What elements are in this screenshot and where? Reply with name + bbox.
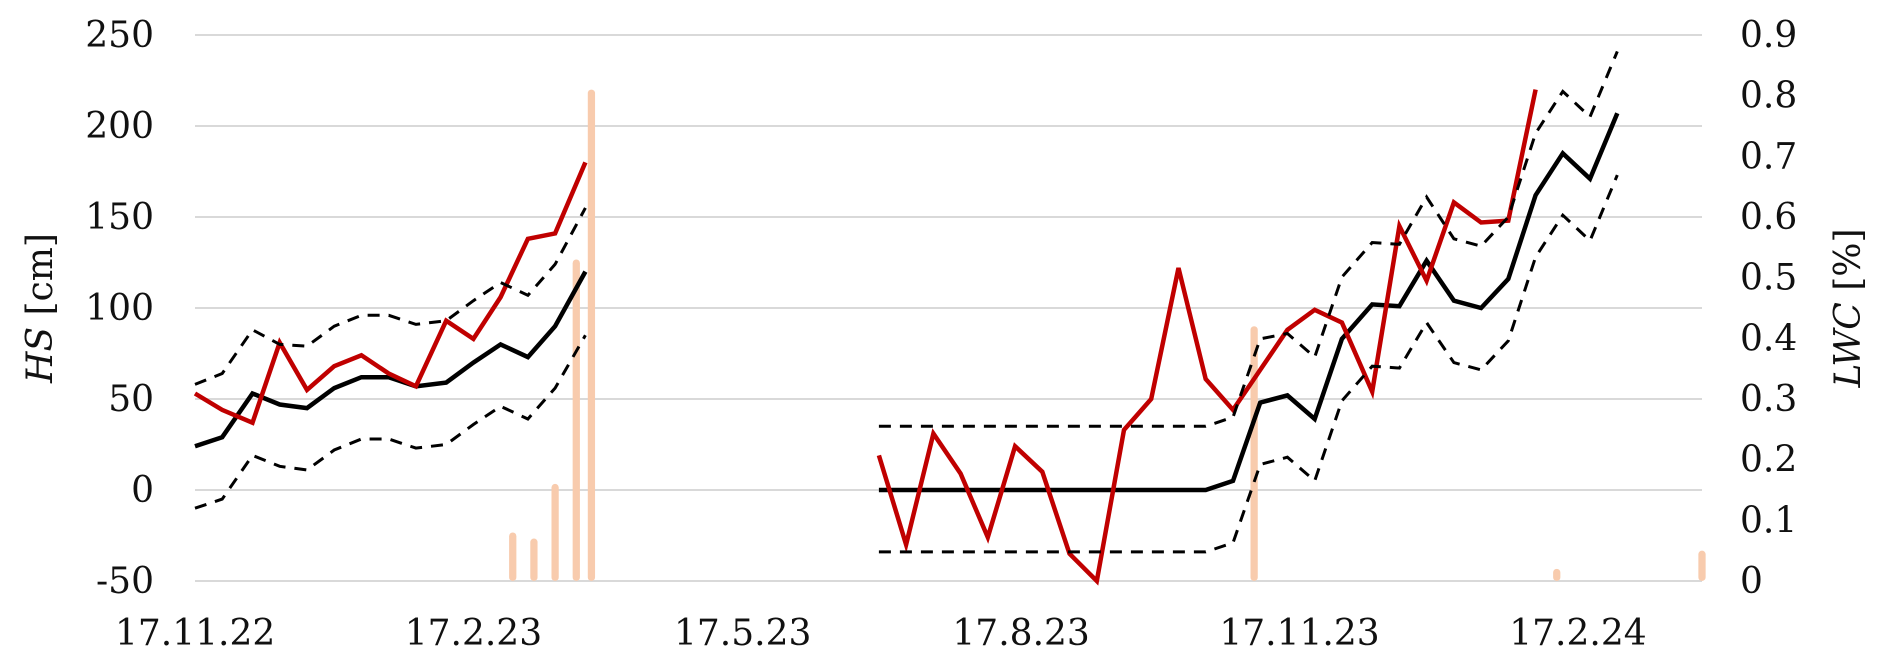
x-tick-label: 17.5.23 [674, 613, 811, 654]
hs-lines [193, 50, 1620, 586]
lwc-bars [509, 89, 1706, 581]
lwc-bar [509, 532, 517, 581]
lwc-bar [1698, 550, 1706, 581]
x-tick-label: 17.11.23 [1219, 613, 1379, 654]
red-series-line [876, 89, 1538, 586]
x-tick-label: 17.8.23 [952, 613, 1089, 654]
dashed-band-line-3 [194, 334, 587, 510]
y-tick-label: 150 [85, 197, 154, 238]
y-axis-title-right: LWC [%] [1828, 228, 1869, 388]
y2-tick-label: 0.5 [1740, 258, 1797, 299]
tick-labels: 250 200 150 100 50 0 -50 0.9 0.8 0.7 0.6 0.5 0.4 0.3 0… [85, 15, 1797, 654]
y2-tick-label: 0.2 [1740, 440, 1797, 481]
dashed-band-line-3 [878, 174, 1619, 554]
x-tick-label: 17.2.24 [1509, 613, 1646, 654]
y-tick-label: -50 [96, 561, 154, 602]
x-tick-label: 17.2.23 [405, 613, 542, 654]
y2-tick-label: 0.1 [1740, 500, 1797, 541]
y-axis-title-left: HS [cm] [20, 233, 61, 384]
y2-axis-variable: LWC [1828, 302, 1869, 388]
y2-tick-label: 0.6 [1740, 197, 1797, 238]
y2-tick-label: 0.3 [1740, 379, 1797, 420]
y-axis-variable: HS [20, 327, 61, 384]
dashed-band-line-2 [194, 207, 587, 386]
y2-tick-label: 0.7 [1740, 136, 1797, 177]
y-tick-label: 0 [131, 470, 154, 511]
y-tick-label: 100 [85, 288, 154, 329]
y-tick-label: 200 [85, 106, 154, 147]
x-tick-label: 17.11.22 [115, 613, 275, 654]
lwc-bar [551, 483, 559, 581]
y2-tick-label: 0.4 [1740, 318, 1797, 359]
y2-tick-label: 0.8 [1740, 76, 1797, 117]
red-series-line [193, 161, 588, 426]
dashed-band-line-2 [878, 50, 1619, 428]
y-tick-label: 250 [85, 15, 154, 56]
black-series-line [878, 112, 1620, 493]
lwc-bar [1250, 326, 1258, 581]
lwc-bar [1553, 568, 1561, 581]
y-axis-unit: [cm] [20, 233, 61, 315]
y2-axis-unit: [%] [1828, 228, 1869, 290]
y2-tick-label: 0.9 [1740, 15, 1797, 56]
y2-tick-label: 0 [1740, 561, 1763, 602]
lwc-bar [530, 538, 538, 581]
y-tick-label: 50 [108, 379, 154, 420]
lwc-bar [587, 89, 596, 581]
lwc-bar [572, 259, 580, 581]
